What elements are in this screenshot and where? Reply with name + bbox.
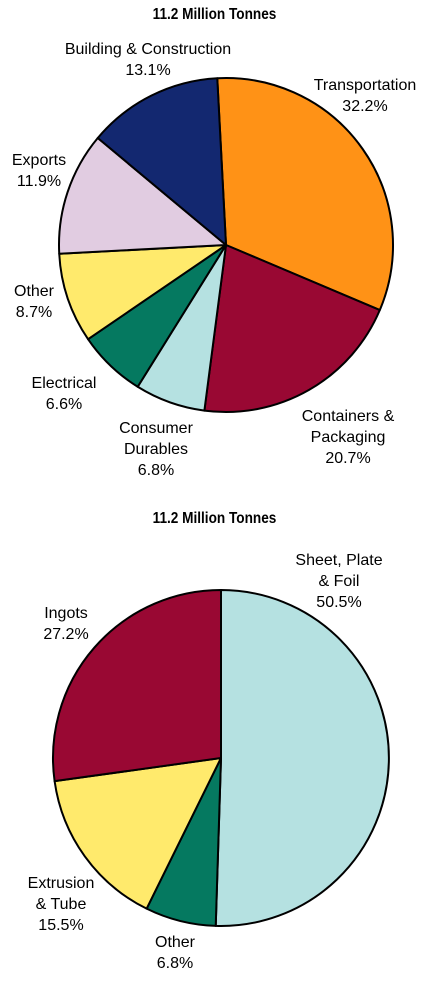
chart-2-label-ingots: Ingots 27.2%: [43, 603, 88, 645]
chart-1-label-consumer-durables: Consumer Durables 6.8%: [119, 418, 193, 481]
chart-1-label-building-construction: Building & Construction 13.1%: [65, 39, 231, 81]
slice-percent: 6.8%: [156, 955, 194, 972]
chart-1-label-exports: Exports 11.9%: [12, 150, 66, 192]
slice-name: Consumer Durables: [119, 420, 193, 458]
slice-percent: 27.2%: [43, 626, 89, 643]
chart-2-label-extrusion-tube: Extrusion & Tube 15.5%: [28, 873, 95, 936]
slice-percent: 15.5%: [38, 917, 84, 934]
chart-2-label-sheet-plate-foil: Sheet, Plate & Foil 50.5%: [295, 550, 382, 613]
slice-percent: 8.7%: [15, 304, 53, 321]
slice-name: Ingots: [44, 605, 88, 622]
chart-1-slice-building-construction: [96, 77, 227, 246]
chart-1-label-containers-packaging: Containers & Packaging 20.7%: [302, 406, 395, 469]
slice-percent: 32.2%: [342, 98, 388, 115]
chart-1-slice-containers-packaging: [203, 244, 381, 413]
chart-2-slice-ingots: [52, 589, 222, 783]
slice-name: Other: [154, 934, 196, 951]
chart-1-slice-other: [58, 244, 227, 341]
slice-percent: 11.9%: [16, 173, 62, 190]
slice-percent: 6.6%: [45, 396, 83, 413]
chart-1-slice-exports: [58, 137, 227, 255]
slice-percent: 13.1%: [125, 62, 171, 79]
slice-name: Building & Construction: [64, 41, 232, 58]
chart-2-slice-extrusion-tube: [53, 757, 222, 910]
chart-2-label-other: Other 6.8%: [155, 932, 195, 974]
chart-2-title: 11.2 Million Tonnes: [152, 510, 277, 527]
chart-1-title: 11.2 Million Tonnes: [152, 6, 277, 23]
slice-name: Extrusion & Tube: [27, 875, 95, 913]
slice-name: Containers & Packaging: [301, 408, 395, 446]
slice-name: Other: [13, 283, 55, 300]
chart-2-pie: [52, 589, 390, 927]
slice-name: Exports: [11, 152, 67, 169]
chart-1-slice-transportation: [216, 77, 394, 312]
chart-1-label-electrical: Electrical 6.6%: [32, 373, 97, 415]
slice-name: Transportation: [313, 77, 417, 94]
slice-percent: 50.5%: [316, 594, 362, 611]
slice-percent: 20.7%: [325, 450, 371, 467]
slice-name: Electrical: [31, 375, 97, 392]
chart-2-slice-sheet-plate-foil: [214, 589, 390, 927]
slice-percent: 6.8%: [137, 462, 175, 479]
chart-1-label-transportation: Transportation 32.2%: [314, 75, 417, 117]
chart-1-pie: [58, 77, 394, 413]
slice-name: Sheet, Plate & Foil: [295, 552, 383, 590]
chart-1-label-other: Other 8.7%: [14, 281, 54, 323]
